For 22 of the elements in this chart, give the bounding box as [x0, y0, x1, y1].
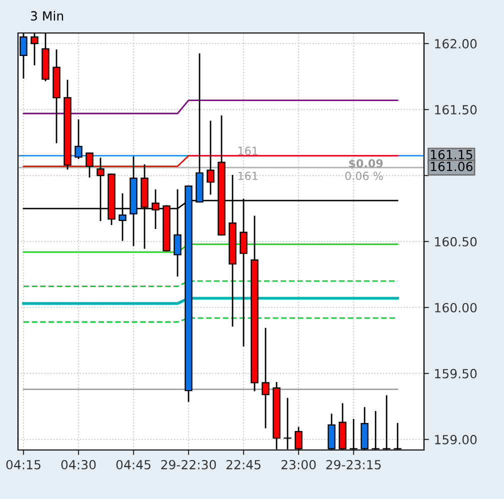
y-tick-label: 159.00 [435, 434, 477, 444]
x-tick-label: 29-22:30 [161, 460, 216, 470]
x-tick-label: 04:45 [116, 460, 150, 470]
ref-line-label: 161.15 [430, 150, 472, 160]
chart-title: 3 Min [30, 10, 64, 21]
x-tick-label: 23:00 [281, 460, 316, 470]
y-tick-label: 160.50 [435, 236, 477, 246]
x-tick-label: 29-23:15 [326, 460, 381, 470]
annotation: $0.09 [349, 158, 383, 170]
x-tick-label: 04:15 [6, 460, 40, 470]
annotation: 161 [238, 146, 258, 156]
y-tick-label: 160.00 [435, 302, 477, 312]
annotation: 0.06 % [345, 172, 383, 180]
x-tick-label: 04:30 [61, 460, 96, 470]
candlestick [262, 328, 270, 428]
y-tick-label: 162.00 [435, 39, 477, 48]
ref-line-label: 161.06 [430, 162, 473, 172]
candlestick [74, 119, 82, 160]
x-tick-label: 22:45 [226, 460, 260, 470]
y-tick-label: 161.50 [435, 105, 477, 114]
y-tick-label: 159.50 [435, 368, 477, 378]
annotation: 161 [238, 172, 258, 180]
